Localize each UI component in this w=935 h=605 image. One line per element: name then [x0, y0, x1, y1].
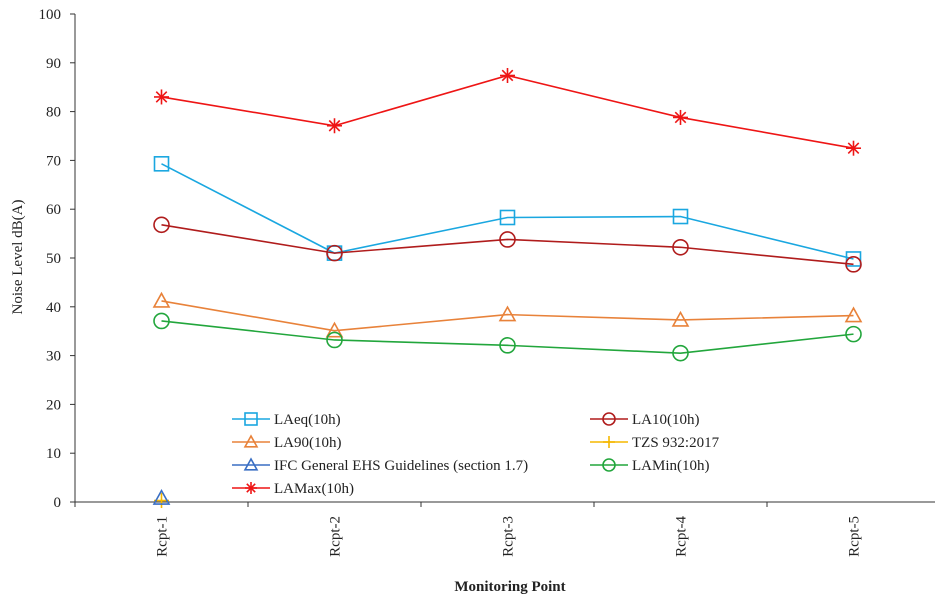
series-line [162, 164, 854, 259]
y-tick-label: 10 [46, 446, 61, 462]
y-tick-label: 90 [46, 56, 61, 72]
legend-entry: LAMax(10h) [232, 481, 354, 497]
legend-label: LA90(10h) [274, 435, 342, 451]
y-tick-label: 0 [54, 495, 62, 511]
y-tick-label: 100 [39, 7, 62, 23]
legend-label: IFC General EHS Guidelines (section 1.7) [274, 458, 528, 474]
series-line [162, 301, 854, 331]
axes: 0 10 20 30 40 50 60 70 80 90 100 Rcpt-1 Rcpt-2 Rcpt-3… [39, 7, 935, 557]
data-point [846, 141, 861, 156]
y-tick-label: 80 [46, 105, 61, 121]
x-axis-title: Monitoring Point [454, 579, 565, 595]
y-tick-label: 50 [46, 251, 61, 267]
data-point [673, 110, 688, 125]
x-tick-label: Rcpt-3 [501, 516, 517, 557]
legend-entry: LAMin(10h) [590, 458, 710, 474]
series-2 [154, 293, 861, 336]
x-tick-label: Rcpt-2 [328, 516, 344, 557]
legend-entry: TZS 932:2017 [590, 435, 720, 451]
legend-marker [603, 436, 615, 448]
y-tick-label: 60 [46, 202, 61, 218]
legend-entry: LAeq(10h) [232, 412, 341, 428]
legend-entry: LA90(10h) [232, 435, 342, 451]
series-6 [154, 68, 861, 156]
data-point [500, 68, 515, 83]
legend-entry: LA10(10h) [590, 412, 700, 428]
legend-label: TZS 932:2017 [632, 435, 720, 451]
data-point [327, 118, 342, 133]
legend-label: LAMin(10h) [632, 458, 710, 474]
x-tick-label: Rcpt-1 [155, 516, 171, 557]
y-tick-label: 30 [46, 349, 61, 365]
legend-entry: IFC General EHS Guidelines (section 1.7) [232, 458, 528, 474]
legend: LAeq(10h) LA10(10h) LA90(10h) TZS 932:2017 I… [232, 412, 720, 497]
legend-label: LAMax(10h) [274, 481, 354, 497]
legend-marker [245, 482, 257, 494]
series-0 [155, 157, 861, 266]
y-axis-title: Noise Level dB(A) [10, 200, 26, 315]
legend-label: LA10(10h) [632, 412, 700, 428]
data-point [846, 308, 861, 322]
y-tick-label: 20 [46, 397, 61, 413]
y-tick-label: 70 [46, 153, 61, 169]
series-line [162, 75, 854, 148]
data-point [154, 89, 169, 104]
x-tick-label: Rcpt-4 [674, 516, 690, 557]
series-1 [154, 217, 861, 272]
y-tick-label: 40 [46, 300, 61, 316]
x-tick-label: Rcpt-5 [847, 516, 863, 557]
data-point [154, 293, 169, 307]
legend-label: LAeq(10h) [274, 412, 341, 428]
series-line [162, 225, 854, 265]
